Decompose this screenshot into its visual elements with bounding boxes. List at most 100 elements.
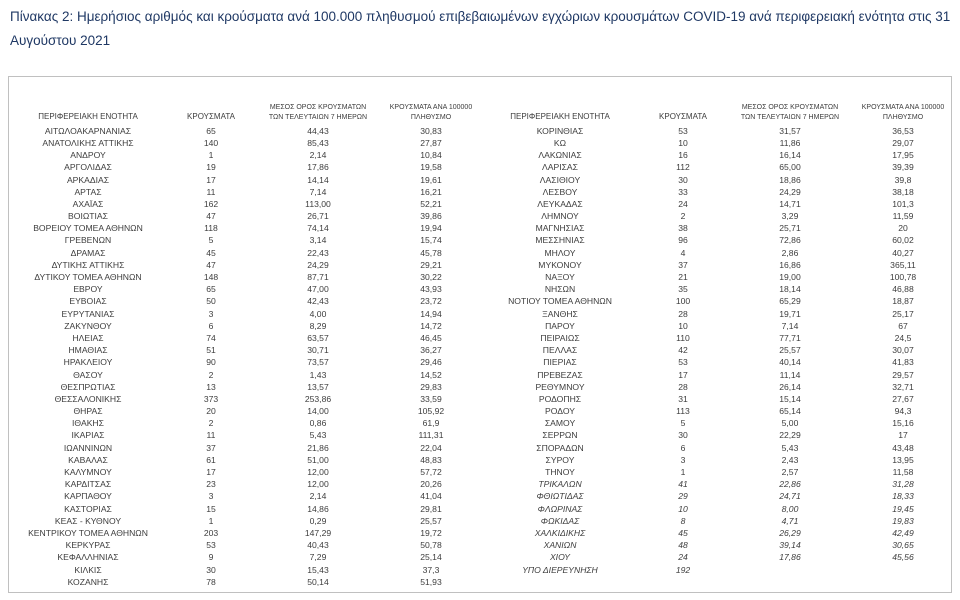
avg7-cell: 22,86 <box>779 479 801 490</box>
avg7-cell: 77,71 <box>779 332 801 343</box>
table-row: ΠΙΕΡΙΑΣ 53 40,14 41,83 <box>481 357 953 369</box>
per100k-cell: 30,65 <box>892 540 914 551</box>
cases-cell: 2 <box>208 418 214 429</box>
per100k-cell: 365,11 <box>890 259 916 270</box>
cases-cell: 5 <box>208 235 214 246</box>
cases-cell: 203 <box>203 527 219 538</box>
avg7-cell: 26,71 <box>307 211 329 222</box>
avg7-cell: 19,00 <box>779 272 801 283</box>
table-row: ΣΕΡΡΩΝ 30 22,29 17 <box>481 430 953 442</box>
column-header-cases: ΚΡΟΥΣΜΑΤΑ <box>639 77 727 125</box>
region-cell: ΜΗΛΟΥ <box>544 247 576 258</box>
per100k-cell: 51,93 <box>420 576 442 587</box>
region-cell: ΑΝΑΤΟΛΙΚΗΣ ΑΤΤΙΚΗΣ <box>42 137 134 148</box>
region-cell: ΛΑΚΩΝΙΑΣ <box>538 150 582 161</box>
per100k-cell: 14,72 <box>420 320 442 331</box>
table-row: ΚΑΣΤΟΡΙΑΣ 15 14,86 29,81 <box>9 503 481 515</box>
column-header-per100k-line2: ΠΛΗΘΥΣΜΟ <box>882 113 924 121</box>
per100k-cell <box>853 564 953 576</box>
per100k-cell: 42,49 <box>892 527 914 538</box>
avg7-cell: 4,00 <box>309 308 327 319</box>
per100k-cell: 11,58 <box>892 467 914 478</box>
per100k-cell: 46,88 <box>892 284 914 295</box>
cases-cell: 17 <box>678 369 688 380</box>
cases-cell: 31 <box>678 393 688 404</box>
cases-cell: 47 <box>206 259 216 270</box>
cases-cell: 6 <box>208 320 214 331</box>
avg7-cell: 253,86 <box>304 393 332 404</box>
region-cell: ΚΑΒΑΛΑΣ <box>68 454 108 465</box>
avg7-cell: 63,57 <box>307 332 329 343</box>
cases-cell: 140 <box>203 137 219 148</box>
region-cell: ΝΑΞΟΥ <box>545 272 575 283</box>
table-row: ΚΑΡΠΑΘΟΥ 3 2,14 41,04 <box>9 491 481 503</box>
cases-cell: 28 <box>678 308 688 319</box>
table-row: ΑΧΑΪΑΣ 162 113,00 52,21 <box>9 198 481 210</box>
region-cell: ΚΩ <box>553 137 567 148</box>
avg7-cell: 65,00 <box>779 162 801 173</box>
column-header-region: ΠΕΡΙΦΕΡΕΙΑΚΗ ΕΝΟΤΗΤΑ <box>481 77 639 125</box>
avg7-cell: 44,43 <box>307 125 329 136</box>
region-cell: ΗΛΕΙΑΣ <box>72 332 104 343</box>
region-cell: ΦΘΙΩΤΙΔΑΣ <box>536 491 584 502</box>
table-row: ΚΙΛΚΙΣ 30 15,43 37,3 <box>9 564 481 576</box>
per100k-cell: 16,21 <box>420 186 442 197</box>
table-row: ΠΕΙΡΑΙΩΣ 110 77,71 24,5 <box>481 332 953 344</box>
cases-cell: 16 <box>678 150 688 161</box>
region-cell: ΙΘΑΚΗΣ <box>72 418 104 429</box>
region-cell: ΚΑΡΔΙΤΣΑΣ <box>64 479 112 490</box>
per100k-cell: 29,21 <box>420 259 442 270</box>
table-row: ΑΡΚΑΔΙΑΣ 17 14,14 19,61 <box>9 174 481 186</box>
table-row: ΛΑΚΩΝΙΑΣ 16 16,14 17,95 <box>481 149 953 161</box>
avg7-cell: 18,86 <box>779 174 801 185</box>
region-cell: ΤΗΝΟΥ <box>545 467 575 478</box>
avg7-cell: 2,43 <box>781 454 799 465</box>
per100k-cell: 17,95 <box>892 150 914 161</box>
column-header-cases: ΚΡΟΥΣΜΑΤΑ <box>167 77 255 125</box>
cases-cell: 96 <box>678 235 688 246</box>
table-row: ΙΩΑΝΝΙΝΩΝ 37 21,86 22,04 <box>9 442 481 454</box>
cases-cell: 30 <box>678 430 688 441</box>
cases-cell: 10 <box>678 137 688 148</box>
region-cell: ΜΕΣΣΗΝΙΑΣ <box>535 235 585 246</box>
table-row: ΑΙΤΩΛΟΑΚΑΡΝΑΝΙΑΣ 65 44,43 30,83 <box>9 125 481 137</box>
region-cell: ΓΡΕΒΕΝΩΝ <box>64 235 112 246</box>
cases-cell: 113 <box>676 406 690 417</box>
avg7-cell: 2,14 <box>309 150 327 161</box>
avg7-cell: 25,71 <box>779 223 801 234</box>
per100k-cell: 101,3 <box>892 198 914 209</box>
cases-cell: 5 <box>680 418 686 429</box>
per100k-cell: 24,5 <box>894 332 912 343</box>
per100k-cell: 43,93 <box>420 284 442 295</box>
region-cell: ΔΡΑΜΑΣ <box>70 247 106 258</box>
cases-cell: 10 <box>678 503 688 514</box>
avg7-cell: 47,00 <box>307 284 329 295</box>
table-row: ΛΗΜΝΟΥ 2 3,29 11,59 <box>481 210 953 222</box>
cases-cell: 6 <box>680 442 686 453</box>
region-cell: ΧΙΟΥ <box>549 552 571 563</box>
per100k-cell: 43,48 <box>892 442 914 453</box>
per100k-cell: 27,87 <box>420 137 442 148</box>
table-row: ΑΝΑΤΟΛΙΚΗΣ ΑΤΤΙΚΗΣ 140 85,43 27,87 <box>9 137 481 149</box>
table-row: ΠΑΡΟΥ 10 7,14 67 <box>481 320 953 332</box>
cases-cell: 53 <box>678 357 688 368</box>
avg7-cell: 17,86 <box>779 552 801 563</box>
per100k-cell: 67 <box>898 320 908 331</box>
table-row: ΚΑΛΥΜΝΟΥ 17 12,00 57,72 <box>9 466 481 478</box>
table-row: ΦΘΙΩΤΙΔΑΣ 29 24,71 18,33 <box>481 491 953 503</box>
avg7-cell: 4,71 <box>781 515 799 526</box>
table-row: ΣΥΡΟΥ 3 2,43 13,95 <box>481 454 953 466</box>
table-row: ΒΟΡΕΙΟΥ ΤΟΜΕΑ ΑΘΗΝΩΝ 118 74,14 19,94 <box>9 223 481 235</box>
per100k-cell: 30,22 <box>420 272 442 283</box>
table-row: ΚΑΒΑΛΑΣ 61 51,00 48,83 <box>9 454 481 466</box>
per100k-cell: 23,72 <box>420 296 442 307</box>
avg7-cell: 16,14 <box>779 150 801 161</box>
region-cell: ΣΕΡΡΩΝ <box>542 430 578 441</box>
region-cell: ΘΕΣΣΑΛΟΝΙΚΗΣ <box>54 393 122 404</box>
table-row: ΜΕΣΣΗΝΙΑΣ 96 72,86 60,02 <box>481 235 953 247</box>
avg7-cell: 73,57 <box>307 357 329 368</box>
avg7-cell: 8,29 <box>309 320 327 331</box>
table-row: ΡΟΔΟΠΗΣ 31 15,14 27,67 <box>481 393 953 405</box>
region-cell: ΠΕΛΛΑΣ <box>542 345 578 356</box>
cases-cell: 100 <box>675 296 691 307</box>
